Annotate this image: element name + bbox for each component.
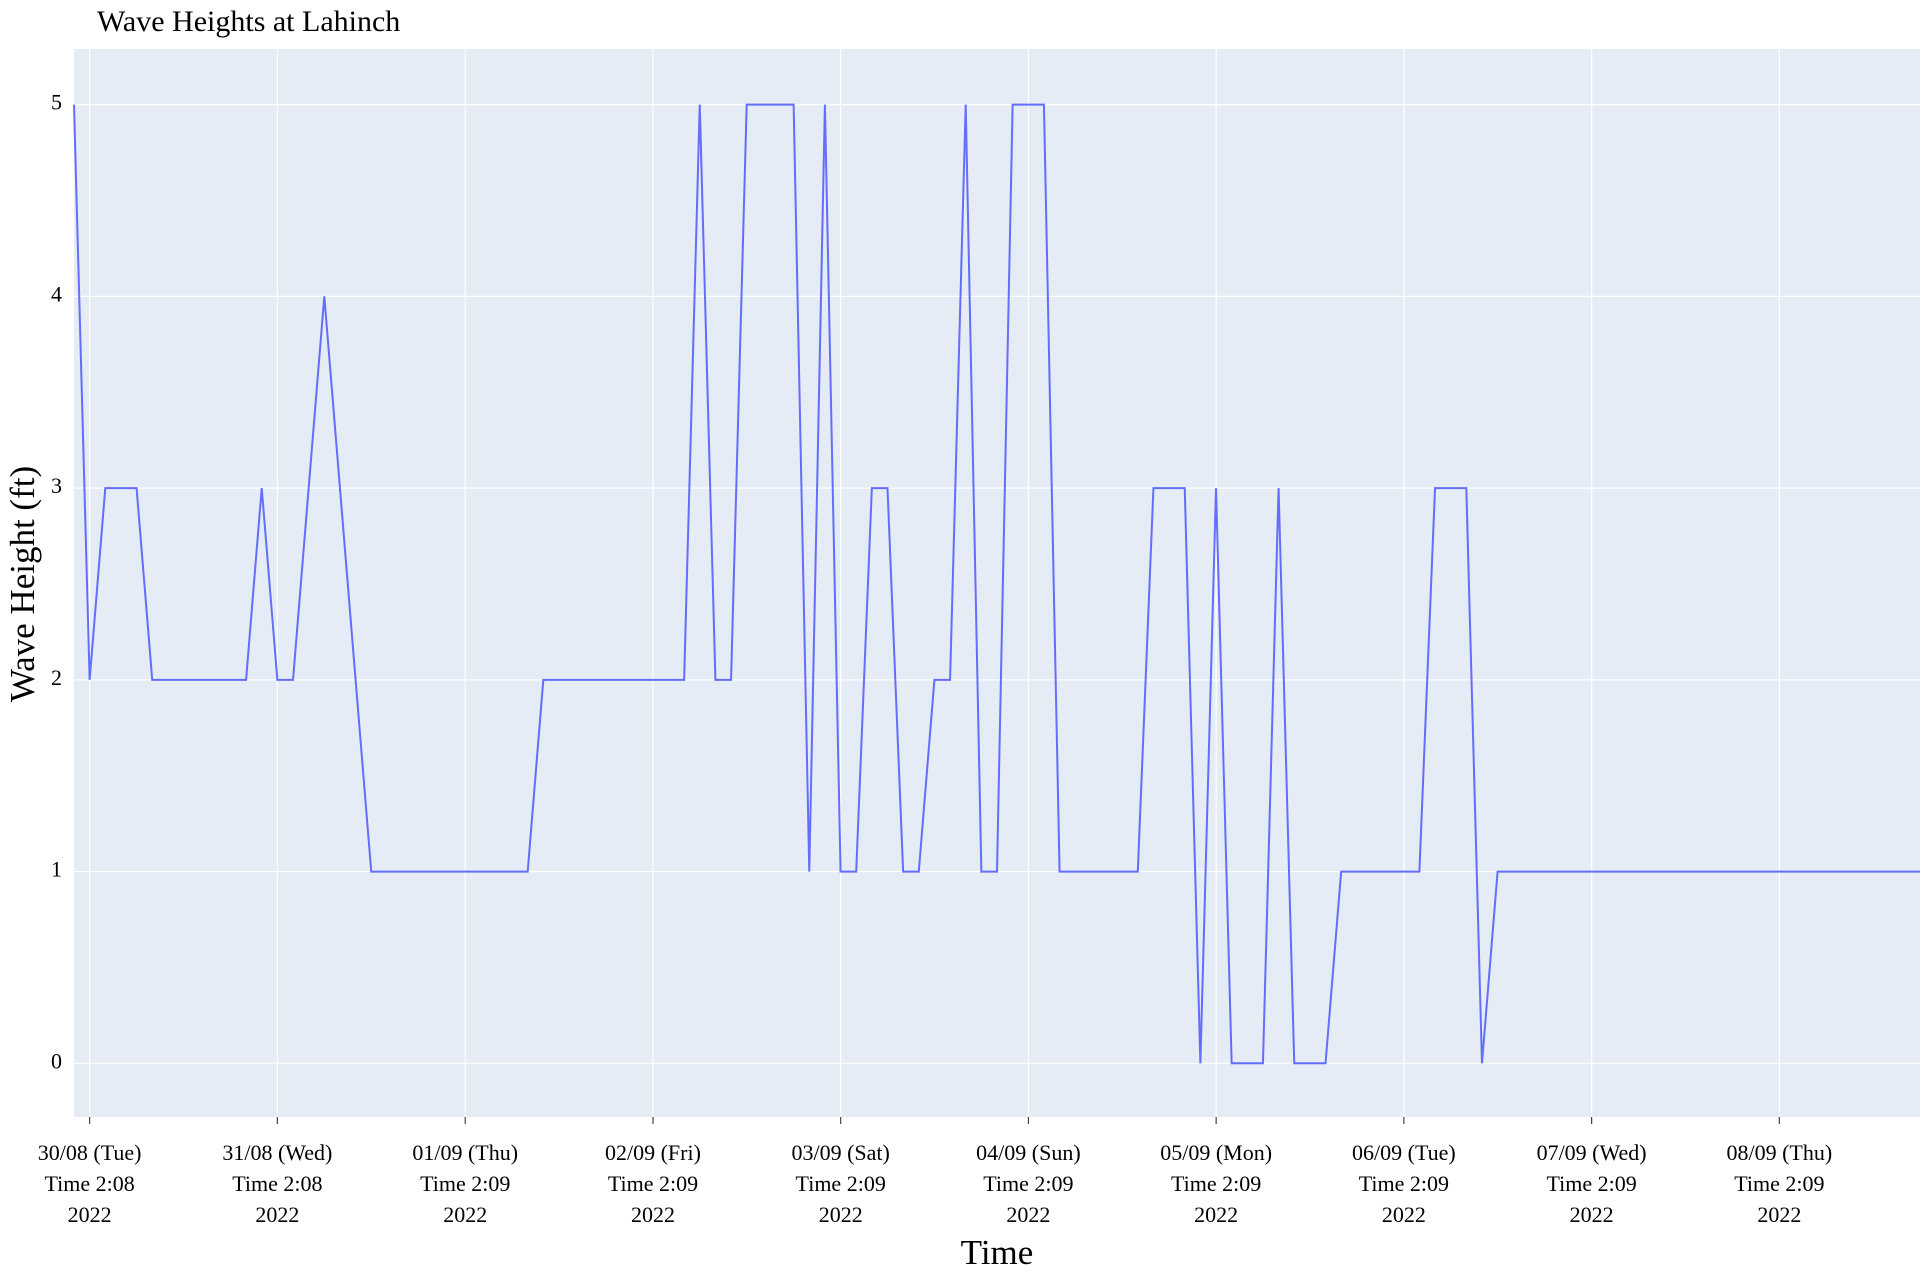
x-tick-label: 30/08 (Tue) Time 2:08 2022 xyxy=(37,1140,142,1227)
x-tick-label: 02/09 (Fri) Time 2:09 2022 xyxy=(604,1140,701,1227)
plot-background xyxy=(74,49,1920,1117)
x-axis-title: Time xyxy=(961,1233,1034,1272)
x-tick-label: 07/09 (Wed) Time 2:09 2022 xyxy=(1536,1140,1647,1227)
x-tick-label: 05/09 (Mon) Time 2:09 2022 xyxy=(1160,1140,1273,1227)
x-tick-label: 04/09 (Sun) Time 2:09 2022 xyxy=(976,1140,1081,1227)
x-tick-label: 01/09 (Thu) Time 2:09 2022 xyxy=(412,1140,519,1227)
y-tick-label: 1 xyxy=(51,857,62,882)
x-tick-label: 31/08 (Wed) Time 2:08 2022 xyxy=(222,1140,333,1227)
y-tick-label: 2 xyxy=(51,665,62,690)
x-tick-label: 08/09 (Thu) Time 2:09 2022 xyxy=(1726,1140,1833,1227)
y-tick-label: 4 xyxy=(51,281,62,306)
x-tick-label: 06/09 (Tue) Time 2:09 2022 xyxy=(1352,1140,1456,1227)
y-axis-title: Wave Height (ft) xyxy=(3,466,42,702)
y-tick-label: 0 xyxy=(51,1048,62,1073)
data-line xyxy=(73,103,1920,1065)
x-tick-label: 03/09 (Sat) Time 2:09 2022 xyxy=(791,1140,890,1227)
y-tick-label: 5 xyxy=(51,90,62,115)
chart-title: Wave Heights at Lahinch xyxy=(97,5,400,38)
y-tick-label: 3 xyxy=(51,473,62,498)
